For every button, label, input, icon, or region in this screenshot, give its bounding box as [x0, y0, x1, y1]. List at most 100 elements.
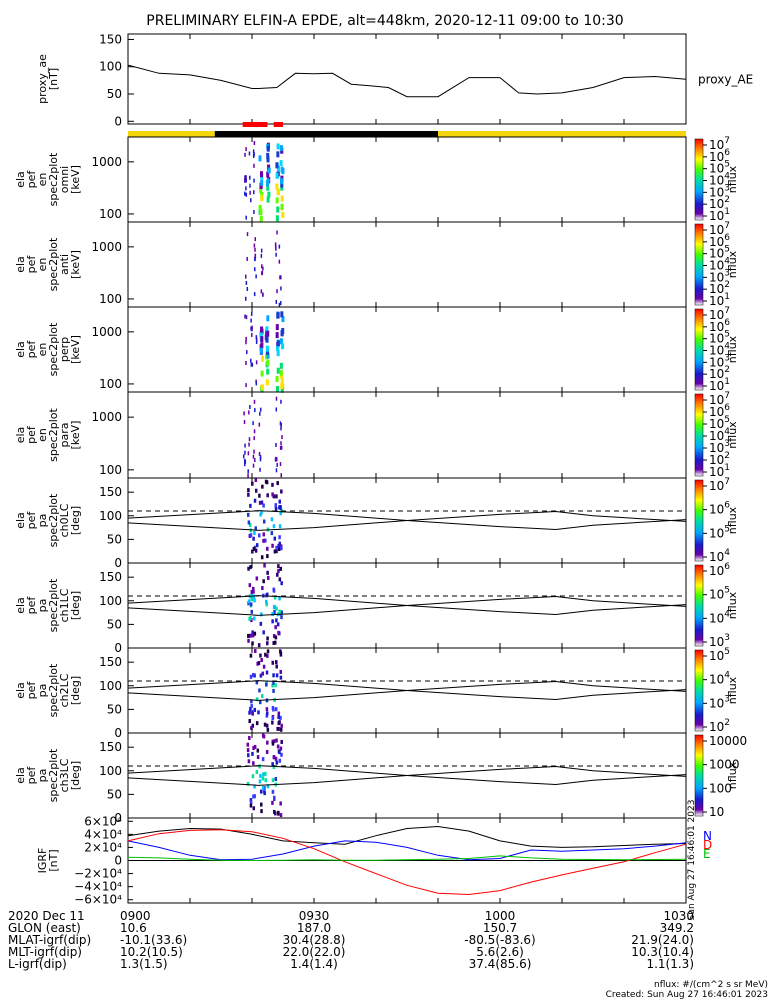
ch0LC-cb-exp: 5 — [724, 524, 730, 534]
ch0LC-ylabel: pa — [36, 514, 49, 528]
ch2LC-pixel — [266, 649, 270, 654]
ch3LC-ylabel: pa — [36, 769, 49, 783]
ch3LC-pixel — [278, 758, 282, 763]
spec_perp-cb-exp: 3 — [724, 353, 730, 363]
spec_perp-frame — [127, 306, 687, 393]
ch0LC-pixel — [247, 492, 250, 497]
spec_perp-pixel — [279, 369, 283, 376]
spec_anti-pixel — [278, 259, 281, 264]
spec_omni-colorbar — [694, 138, 704, 221]
spec_omni-cb-exp: 7 — [724, 136, 730, 146]
spec_omni-pixel — [249, 183, 251, 188]
ch1LC-pixel — [247, 633, 250, 638]
spec_omni-pixel — [248, 175, 251, 180]
spec_omni-pixel — [266, 196, 270, 203]
spec_anti-pixel — [274, 242, 277, 247]
spec_omni-ylabel: en — [36, 173, 49, 187]
ch1LC-pixel — [247, 599, 251, 604]
ch0LC-ylabel: spec2plot — [47, 493, 60, 547]
ch2LC-pixel — [250, 704, 253, 709]
spec_para-pixel — [259, 454, 262, 459]
ch0LC-pixel — [260, 510, 263, 515]
footer-value: 1.4(1.4) — [290, 957, 338, 971]
ch3LC-ytick-label: 150 — [99, 740, 122, 754]
spec_para-ylabel: [keV] — [69, 421, 82, 450]
ch0LC-pixel — [264, 538, 267, 543]
spec_perp-pixel — [280, 330, 284, 337]
ch3LC-pixel — [252, 794, 255, 799]
spec_para-frame — [127, 391, 687, 479]
spec_anti-pixel — [260, 248, 263, 253]
spec_para-pixel — [244, 450, 246, 455]
proxy-ae-ytick-label: 0 — [114, 114, 122, 128]
spec_omni-ylabel: ela — [14, 171, 27, 188]
spec_anti-pixel — [275, 246, 277, 251]
ch0LC-pixel — [259, 512, 262, 517]
ch2LC-pixel — [255, 697, 259, 702]
ch3LC-pixel — [258, 764, 261, 769]
ch1LC-pixel — [278, 596, 281, 601]
ch0LC-pixel — [252, 546, 256, 551]
ch0LC-pixel — [258, 533, 261, 538]
spec_perp-pixel — [280, 383, 284, 390]
footer-value: 10.3(10.4) — [631, 945, 694, 959]
ch0LC-pixel — [260, 500, 264, 505]
spec_omni-cb-exp: 1 — [724, 207, 730, 217]
igrf-legend-N: N — [703, 829, 712, 843]
ch1LC-pixel — [252, 589, 255, 594]
science-collection-mark — [273, 122, 283, 127]
ch3LC-pixel — [271, 789, 275, 794]
spec_anti-pixel — [254, 254, 257, 259]
spec_omni-pixel — [245, 192, 248, 197]
ch1LC-pixel — [253, 598, 256, 603]
ch1LC-pixel — [251, 641, 254, 646]
ch0LC-pixel — [262, 538, 265, 543]
ch3LC-pixel — [279, 813, 283, 818]
spec_omni-pixel — [250, 198, 252, 203]
spec_perp-ylabel: ela — [14, 341, 27, 358]
spec_omni-pixel — [266, 145, 270, 152]
spec_omni-pixel — [275, 172, 279, 179]
ch1LC-colorbar — [694, 564, 704, 647]
ch1LC-pixel — [262, 579, 265, 584]
ch2LC-ylabel: pa — [36, 684, 49, 698]
ch3LC-pixel — [272, 755, 276, 760]
footer-value: 349.2 — [660, 921, 694, 935]
ch1LC-pixel — [278, 609, 281, 614]
spec_omni-pixel — [253, 141, 256, 146]
spec_para-pixel — [279, 421, 282, 426]
ch0LC-pixel — [260, 555, 264, 560]
ch2LC-pixel — [251, 673, 255, 678]
ch3LC-pixel — [247, 759, 251, 764]
ch3LC-pixel — [272, 739, 276, 744]
spec_para-pixel — [248, 442, 250, 447]
footer-value: 30.4(28.8) — [283, 933, 346, 947]
ch3LC-pixel — [261, 786, 265, 791]
spec_omni-pixel — [276, 151, 280, 158]
ch2LC-cb-exp: 4 — [724, 671, 730, 681]
ch1LC-pixel — [255, 576, 259, 581]
spec_perp-cb-exp: 4 — [724, 342, 730, 352]
ch0LC-pixel — [274, 507, 278, 512]
ch2LC-pixel — [277, 726, 281, 731]
ch3LC-pixel — [247, 753, 250, 758]
spec_perp-pixel — [276, 312, 280, 319]
spec_perp-pixel — [259, 347, 263, 354]
ch3LC-pixel — [271, 800, 274, 805]
spec_perp-ytick-label: 100 — [99, 377, 122, 391]
spec_omni-pixel — [267, 167, 271, 174]
ch3LC-pixel — [264, 778, 268, 783]
ch0LC-pixel — [274, 503, 277, 508]
ch2LC-pixel — [271, 660, 275, 665]
ch1LC-ytick-label: 0 — [114, 641, 122, 655]
ch2LC-pixel — [263, 722, 267, 727]
spec_para-pixel — [248, 410, 250, 415]
igrf-ytick-label: −6×10⁴ — [74, 893, 122, 907]
ch2LC-pixel — [265, 670, 269, 675]
proxy-ae-ylabel: proxy_ae — [36, 54, 49, 104]
spec_perp-pixel — [250, 362, 253, 367]
igrf-ytick-label: 4×10⁴ — [84, 827, 122, 841]
spec_perp-pixel — [255, 360, 258, 365]
spec_anti-cb-exp: 5 — [724, 245, 730, 255]
ch0LC-pixel — [275, 494, 278, 499]
